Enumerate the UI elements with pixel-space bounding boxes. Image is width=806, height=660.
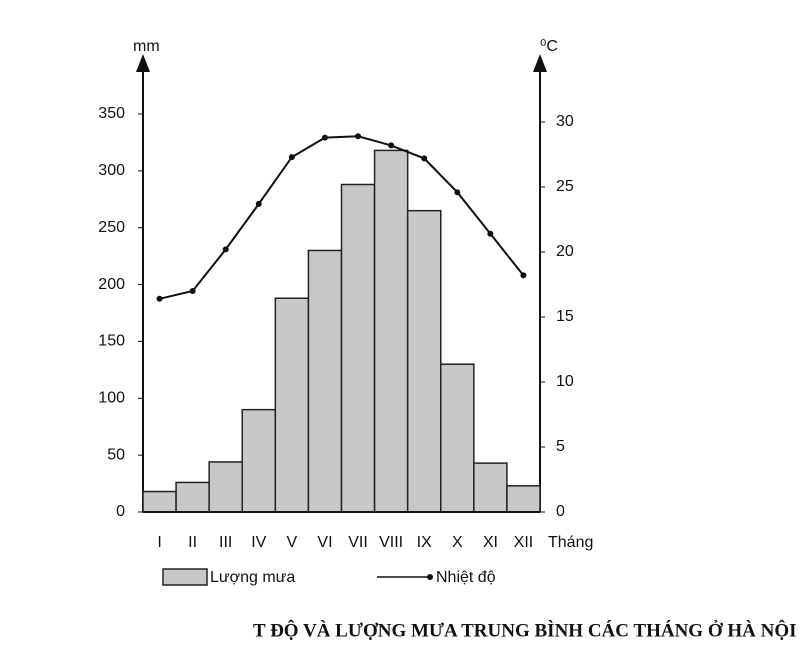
legend-swatch (162, 568, 208, 586)
bar (473, 462, 508, 513)
temperature-point (388, 142, 395, 149)
x-tick-label: I (157, 534, 161, 551)
x-tick-label: II (188, 534, 197, 551)
temperature-point (321, 134, 328, 141)
y2-tick-label: 15 (556, 308, 574, 325)
y-tick-label: 100 (98, 390, 125, 407)
y2-tick-label: 10 (556, 373, 574, 390)
legend-label: Nhiệt độ (436, 569, 496, 586)
x-tick-label: VI (317, 534, 332, 551)
temperature-point (222, 246, 229, 253)
legend-label: Lượng mưa (210, 569, 295, 586)
bar (340, 183, 376, 513)
temperature-line (159, 135, 525, 300)
temperature-point (355, 133, 362, 140)
temperature-point (189, 288, 196, 294)
x-tick-label: III (219, 534, 232, 551)
x-tick-label: VII (348, 534, 368, 551)
x-tick-label: XII (514, 534, 534, 551)
y-tick-label: 350 (98, 105, 125, 122)
x-tick-label: XI (483, 534, 498, 551)
chart-title: T ĐỘ VÀ LƯỢNG MƯA TRUNG BÌNH CÁC THÁNG Ở… (253, 619, 797, 641)
y-axis-label: mm (133, 38, 160, 55)
y2-tick-label: 20 (556, 243, 574, 260)
temperature-point (156, 295, 163, 302)
y-tick-label: 150 (98, 333, 125, 350)
bar (175, 481, 210, 513)
y-tick-label: 50 (107, 446, 125, 463)
bar (406, 209, 442, 513)
y2-tick-label: 25 (556, 178, 574, 195)
bar (241, 408, 277, 513)
y-axis-arrow (136, 54, 150, 72)
temperature-point (454, 189, 461, 196)
legend-point (427, 574, 433, 580)
x-tick-label: X (452, 534, 463, 551)
x-tick-label: IX (417, 534, 432, 551)
bar (506, 485, 541, 513)
bar (208, 461, 244, 513)
x-axis-label: Tháng (548, 534, 593, 551)
y-tick-label: 250 (98, 219, 125, 236)
x-tick-label: VIII (379, 534, 403, 551)
temperature-point (255, 200, 262, 207)
temperature-point (487, 230, 494, 237)
bar (274, 297, 310, 513)
bar (142, 490, 177, 513)
x-tick-label: V (287, 534, 298, 551)
temperature-point (421, 155, 428, 162)
y2-tick-label: 5 (556, 438, 565, 455)
y-tick-label: 200 (98, 276, 125, 293)
temperature-point (520, 272, 527, 279)
y-tick-label: 0 (116, 503, 125, 520)
y-tick-label: 300 (98, 162, 125, 179)
bar (307, 249, 343, 513)
bar (440, 363, 475, 513)
y2-tick-label: 0 (556, 503, 565, 520)
x-tick-label: IV (251, 534, 266, 551)
bar (373, 149, 409, 513)
temperature-point (288, 154, 295, 161)
y2-axis-label: ⁰C (540, 38, 558, 55)
y2-axis-arrow (533, 54, 547, 72)
y2-tick-label: 30 (556, 113, 574, 130)
